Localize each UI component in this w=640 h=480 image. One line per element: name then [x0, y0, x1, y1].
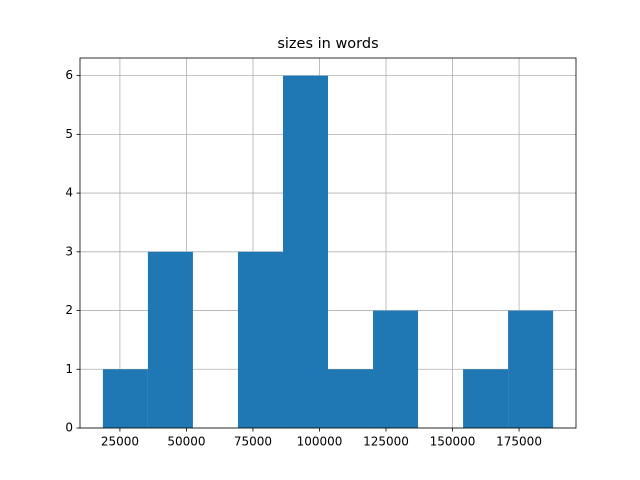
x-tick-label: 125000 — [363, 435, 409, 449]
bar — [373, 310, 419, 428]
plot-frame — [79, 57, 577, 429]
chart-title: sizes in words — [277, 36, 378, 52]
bar — [147, 251, 193, 428]
bar — [508, 310, 554, 428]
y-tick-label: 6 — [65, 68, 73, 82]
x-tick-label: 100000 — [297, 435, 343, 449]
x-tick-label: 175000 — [496, 435, 542, 449]
x-tick-label: 25000 — [101, 435, 139, 449]
y-tick-label: 1 — [65, 362, 73, 376]
y-tick-label: 4 — [65, 186, 73, 200]
y-tick-label: 5 — [65, 127, 73, 141]
bar — [282, 75, 328, 428]
y-tick-label: 2 — [65, 303, 73, 317]
x-tick-label: 50000 — [167, 435, 205, 449]
y-tick-label: 0 — [65, 421, 73, 435]
bar — [328, 369, 374, 428]
bar — [102, 369, 148, 428]
x-tick-label: 75000 — [234, 435, 272, 449]
bar — [463, 369, 509, 428]
bar — [237, 251, 283, 428]
x-tick-label: 150000 — [430, 435, 476, 449]
y-tick-label: 3 — [65, 244, 73, 258]
